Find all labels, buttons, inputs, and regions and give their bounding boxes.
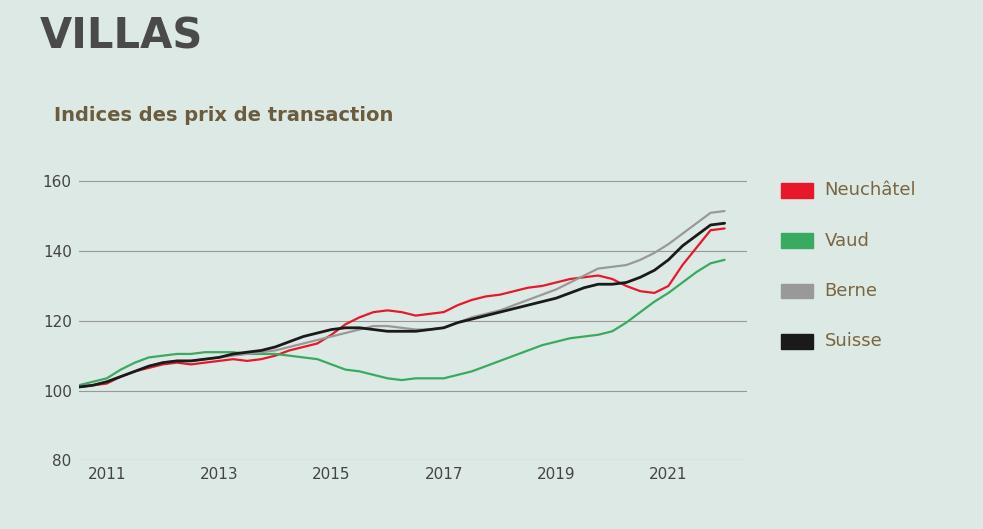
Text: Suisse: Suisse bbox=[825, 332, 883, 350]
Text: Indices des prix de transaction: Indices des prix de transaction bbox=[54, 106, 393, 125]
Text: Vaud: Vaud bbox=[825, 232, 870, 250]
Text: Berne: Berne bbox=[825, 282, 878, 300]
Text: VILLAS: VILLAS bbox=[39, 16, 202, 58]
Text: Neuchâtel: Neuchâtel bbox=[825, 181, 916, 199]
